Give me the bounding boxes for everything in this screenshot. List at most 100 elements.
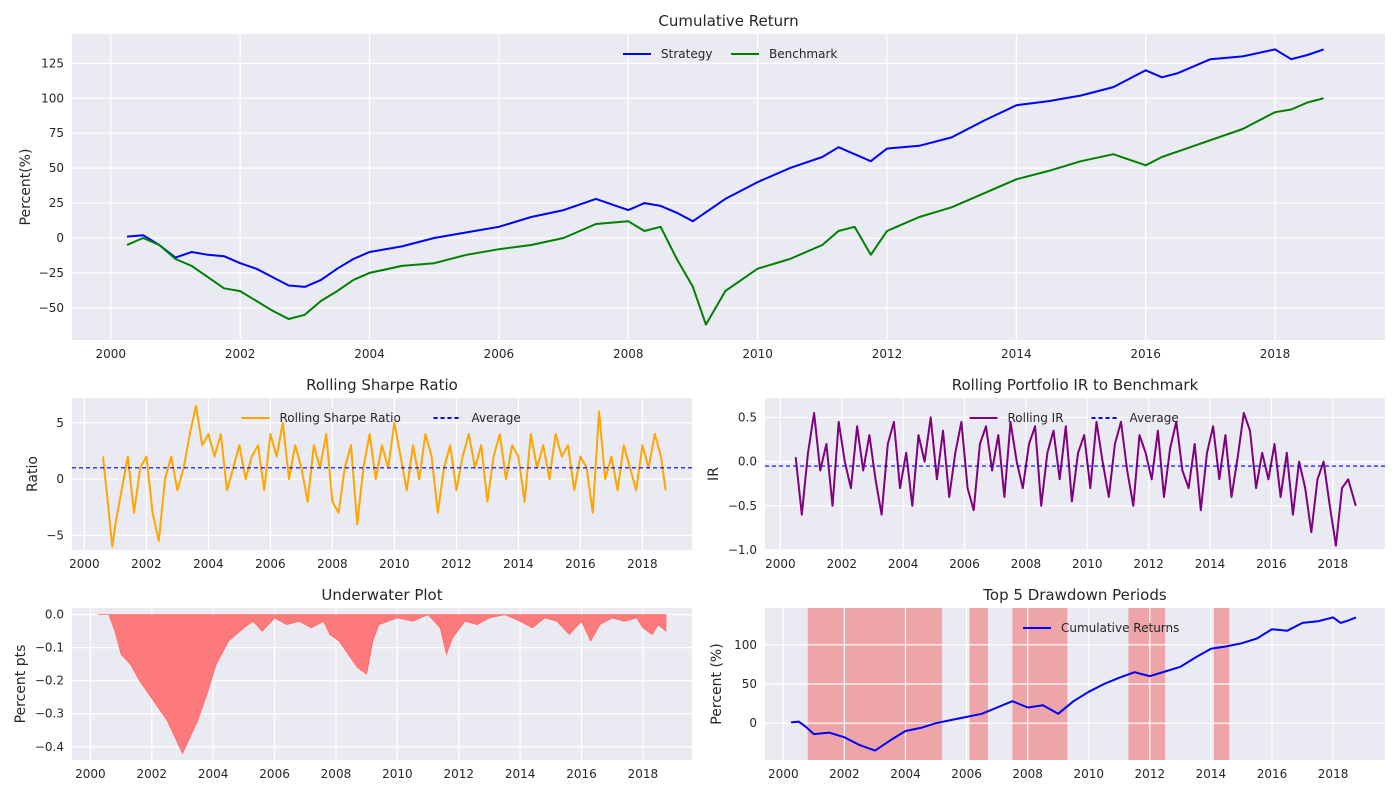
x-tick-label: 2004: [890, 767, 921, 781]
y-tick-label: 0: [56, 231, 64, 245]
x-tick-label: 2018: [628, 767, 659, 781]
y-tick-label: −50: [39, 301, 64, 315]
x-tick-label: 2016: [1256, 557, 1287, 571]
x-tick-label: 2014: [1195, 557, 1226, 571]
ir-panel: 2000 2002 2004 2006 2008 2010 2012 2014 2016 2018…: [706, 376, 1385, 571]
y-tick-label: −0.4: [35, 740, 64, 754]
legend-label: Average: [472, 411, 521, 425]
x-tick-label: 2018: [1318, 557, 1349, 571]
x-tick-label: 2004: [354, 347, 385, 361]
series-layer: [98, 614, 667, 755]
x-tick-label: 2002: [137, 767, 168, 781]
y-axis-label: Percent(%): [18, 149, 34, 226]
x-tick-label: 2016: [565, 557, 596, 571]
y-tick-label: −0.5: [728, 499, 757, 513]
chart-title: Rolling Sharpe Ratio: [306, 376, 458, 394]
y-tick-label: 50: [49, 161, 64, 175]
x-tick-label: 2014: [505, 767, 536, 781]
x-tick-label: 2000: [768, 767, 799, 781]
y-tick-label: −0.1: [35, 641, 64, 655]
sharpe-panel: 2000 2002 2004 2006 2008 2010 2012 2014 2016 2018…: [25, 376, 692, 571]
series-layer: [790, 616, 1357, 752]
x-tick-label: 2006: [259, 767, 290, 781]
y-tick-label: 0.0: [45, 608, 64, 622]
y-tick-label: −5: [46, 528, 64, 542]
x-tick-label: 2010: [742, 347, 773, 361]
x-tick-label: 2008: [1012, 767, 1043, 781]
y-tick-label: 0: [749, 716, 757, 730]
x-tick-label: 2006: [484, 347, 515, 361]
plot-area: [72, 34, 1385, 340]
x-tick-label: 2006: [949, 557, 980, 571]
y-axis-label: Percent pts: [13, 645, 29, 724]
legend-item: Cumulative Returns: [1023, 621, 1179, 635]
legend-item: Strategy: [623, 47, 712, 61]
y-axis-label: Percent (%): [709, 643, 725, 724]
y-tick-label: 0: [56, 472, 64, 486]
legend-item: Rolling IR: [969, 411, 1064, 425]
x-tick-label: 2008: [321, 767, 352, 781]
underwater-panel: 2000 2002 2004 2006 2008 2010 2012 2014 2016 2018…: [13, 586, 692, 781]
x-tick-label: 2010: [382, 767, 413, 781]
x-tick-label: 2000: [96, 347, 127, 361]
y-axis-label: Ratio: [25, 456, 41, 492]
x-tick-label: 2004: [888, 557, 919, 571]
x-tick-label: 2000: [75, 767, 106, 781]
y-tick-label: 125: [41, 56, 64, 70]
x-tick-label: 2004: [198, 767, 229, 781]
legend-label: Benchmark: [769, 47, 837, 61]
x-tick-label: 2002: [225, 347, 256, 361]
series-line-benchmark: [126, 97, 1324, 326]
chart-title: Top 5 Drawdown Periods: [982, 586, 1167, 604]
x-tick-label: 2006: [951, 767, 982, 781]
x-tick-label: 2010: [1072, 557, 1103, 571]
legend-item: Benchmark: [731, 47, 837, 61]
y-tick-label: 5: [56, 416, 64, 430]
chart-title: Rolling Portfolio IR to Benchmark: [952, 376, 1199, 394]
series-line-rolling-sharpe-ratio: [102, 404, 667, 548]
x-tick-label: 2018: [627, 557, 658, 571]
y-tick-label: 50: [742, 677, 757, 691]
chart-title: Underwater Plot: [321, 586, 442, 604]
legend-label: Average: [1130, 411, 1179, 425]
x-tick-label: 2016: [1130, 347, 1161, 361]
series-layer: [765, 412, 1385, 547]
series-line-strategy: [126, 48, 1324, 288]
y-tick-label: −0.2: [35, 674, 64, 688]
x-tick-label: 2010: [1073, 767, 1104, 781]
y-tick-label: 100: [41, 91, 64, 105]
y-tick-label: 25: [49, 196, 64, 210]
y-tick-label: 75: [49, 126, 64, 140]
x-tick-label: 2002: [826, 557, 857, 571]
series-line-cumulative-returns: [790, 616, 1357, 752]
x-tick-label: 2002: [131, 557, 162, 571]
cumulative-panel: 2000 2002 2004 2006 2008 2010 2012 2014 2016 2018…: [18, 12, 1385, 361]
x-tick-label: 2018: [1260, 347, 1291, 361]
y-tick-label: 100: [734, 638, 757, 652]
x-tick-label: 2016: [1257, 767, 1288, 781]
x-tick-label: 2014: [1001, 347, 1032, 361]
x-tick-label: 2000: [765, 557, 796, 571]
x-tick-label: 2016: [566, 767, 597, 781]
legend-label: Rolling Sharpe Ratio: [280, 411, 401, 425]
series-layer: [72, 404, 692, 548]
series-layer: [126, 48, 1324, 326]
x-tick-label: 2014: [503, 557, 534, 571]
x-tick-label: 2012: [872, 347, 903, 361]
x-tick-label: 2008: [613, 347, 644, 361]
chart-title: Cumulative Return: [658, 12, 798, 30]
x-tick-label: 2002: [829, 767, 860, 781]
drawdowns-panel: 2000 2002 2004 2006 2008 2010 2012 2014 2016 2018…: [709, 586, 1385, 781]
x-tick-label: 2000: [69, 557, 100, 571]
y-tick-label: −25: [39, 266, 64, 280]
underwater-area: [98, 614, 667, 755]
x-tick-label: 2014: [1196, 767, 1227, 781]
x-tick-label: 2012: [441, 557, 472, 571]
x-tick-label: 2008: [1011, 557, 1042, 571]
x-tick-label: 2006: [255, 557, 286, 571]
y-tick-label: 0.0: [738, 455, 757, 469]
legend-item: Rolling Sharpe Ratio: [241, 411, 401, 425]
legend-label: Cumulative Returns: [1061, 621, 1179, 635]
x-tick-label: 2012: [1135, 767, 1166, 781]
